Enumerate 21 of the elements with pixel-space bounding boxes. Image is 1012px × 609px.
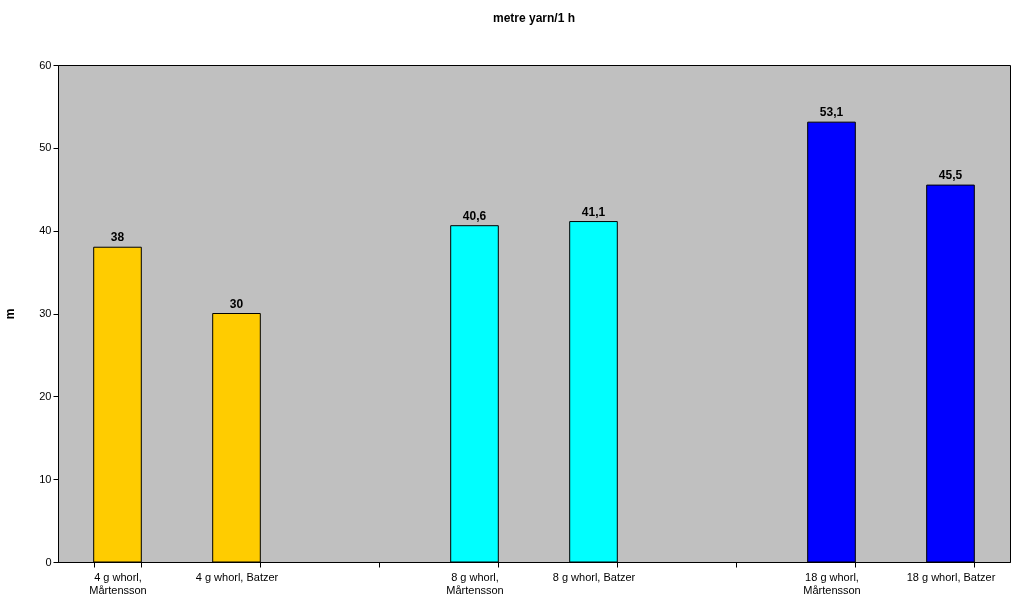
y-axis-title: m (3, 308, 18, 320)
x-tick-label: 18 g whorl, Batzer (906, 570, 996, 583)
data-label: 30 (229, 296, 244, 311)
x-tick-label: 8 g whorl, Batzer (552, 570, 636, 583)
chart-title: metre yarn/1 h (492, 11, 576, 25)
y-tick-label: 20 (39, 389, 52, 402)
y-tick-label: 10 (39, 472, 52, 485)
x-tick-label: 8 g whorl, Mårtensson (446, 570, 504, 596)
y-tick-label: 50 (39, 141, 52, 154)
data-label: 41,1 (581, 204, 606, 219)
data-label: 45,5 (938, 168, 963, 183)
data-label: 40,6 (462, 208, 487, 223)
data-label: 38 (110, 230, 125, 245)
x-tick-label: 4 g whorl, Batzer (195, 570, 279, 583)
data-label: 53,1 (819, 105, 844, 120)
y-tick-label: 30 (39, 307, 52, 319)
x-tick-label: 18 g whorl, Mårtensson (803, 570, 861, 596)
y-tick-label: 40 (39, 224, 52, 237)
y-tick-label: 60 (39, 58, 52, 71)
y-tick-label: 0 (45, 555, 52, 568)
x-tick-label: 4 g whorl, Mårtensson (89, 570, 147, 596)
